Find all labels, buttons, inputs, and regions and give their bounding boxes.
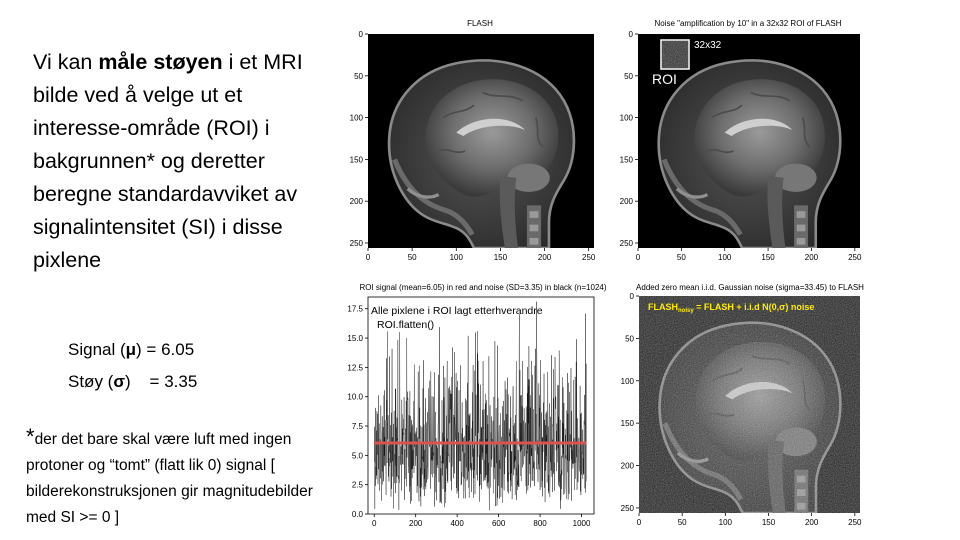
- x-tick-label: 100: [719, 518, 733, 527]
- sigma-symbol: σ: [113, 372, 125, 391]
- chart-annotation-line1: Alle pixlene i ROI lagt etterhverandre: [371, 305, 543, 317]
- signal-stat: Signal (μ) = 6.05: [68, 340, 195, 359]
- noisy-title: Added zero mean i.i.d. Gaussian noise (s…: [636, 283, 864, 292]
- chart-y-tick-label: 7.5: [352, 422, 364, 431]
- roi-size-label: 32x32: [694, 40, 722, 51]
- noisy-annotation: FLASHnoisy = FLASH + i.i.d N(0,σ) noise: [648, 302, 814, 314]
- noisy-overlay: [639, 296, 860, 513]
- x-tick-label: 150: [762, 518, 776, 527]
- x-tick-label: 50: [408, 253, 417, 262]
- y-tick-label: 200: [620, 197, 634, 206]
- y-tick-label: 50: [354, 72, 363, 81]
- chart-x-tick-label: 600: [492, 519, 506, 528]
- intro-prefix: Vi kan: [33, 50, 99, 74]
- chart-x-tick-label: 1000: [573, 519, 591, 528]
- footnote-star: *: [26, 424, 35, 449]
- chart-x-tick-label: 0: [372, 519, 377, 528]
- chart-y-tick-label: 15.0: [347, 334, 363, 343]
- x-tick-label: 50: [678, 518, 687, 527]
- y-tick-label: 150: [621, 419, 635, 428]
- roi-noise-texture: [662, 41, 688, 68]
- x-tick-label: 200: [538, 253, 552, 262]
- roi-panel-title: Noise "amplification by 10" in a 32x32 R…: [654, 19, 841, 28]
- y-tick-label: 200: [350, 197, 364, 206]
- y-tick-label: 150: [350, 155, 364, 164]
- roi-chart-title: ROI signal (mean=6.05) in red and noise …: [359, 283, 606, 292]
- roi-label: ROI: [652, 71, 677, 87]
- y-tick-label: 100: [621, 377, 635, 386]
- noise-trace: [374, 301, 587, 511]
- roi-signal-chart: 0 200 400 600 800 1000 0.0 2.5 5.0 7.5 10.0 12.5 15.…: [347, 296, 595, 528]
- y-tick-label: 250: [621, 504, 635, 513]
- footnote-text: der det bare skal være luft med ingen pr…: [26, 431, 313, 526]
- noise-stat: Støy (σ) = 3.35: [68, 372, 198, 391]
- y-tick-label: 0: [359, 30, 364, 39]
- intro-bold: måle støyen: [98, 50, 223, 74]
- y-tick-label: 150: [620, 155, 634, 164]
- chart-y-tick-label: 12.5: [347, 363, 363, 372]
- x-tick-label: 200: [805, 518, 819, 527]
- chart-y-tick-label: 2.5: [352, 481, 364, 490]
- x-tick-label: 50: [677, 253, 686, 262]
- x-tick-label: 150: [761, 253, 775, 262]
- y-tick-label: 100: [350, 114, 364, 123]
- x-tick-label: 100: [450, 253, 464, 262]
- intro-rest: i et MRI bilde ved å velge ut et interes…: [33, 50, 303, 272]
- flash-title: FLASH: [467, 19, 493, 28]
- y-tick-label: 0: [629, 30, 634, 39]
- mu-symbol: μ: [125, 340, 137, 359]
- x-tick-label: 200: [805, 253, 819, 262]
- x-tick-label: 100: [718, 253, 732, 262]
- footnote: *der det bare skal være luft med ingen p…: [26, 424, 326, 531]
- chart-y-tick-label: 10.0: [347, 393, 363, 402]
- y-tick-label: 0: [630, 292, 635, 301]
- chart-frame: [367, 296, 595, 515]
- noise-series-line: [374, 301, 587, 511]
- y-tick-label: 100: [620, 114, 634, 123]
- x-tick-label: 0: [637, 518, 642, 527]
- x-tick-label: 150: [494, 253, 508, 262]
- chart-x-tick-label: 800: [533, 519, 547, 528]
- x-tick-label: 0: [636, 253, 641, 262]
- y-tick-label: 250: [620, 239, 634, 248]
- intro-paragraph: Vi kan måle støyen i et MRI bilde ved å …: [33, 46, 333, 277]
- x-tick-label: 0: [366, 253, 371, 262]
- noisy-image-panel: FLASHnoisy = FLASH + i.i.d N(0,σ) noise …: [621, 292, 862, 527]
- chart-y-tick-label: 17.5: [347, 305, 363, 314]
- y-tick-label: 200: [621, 462, 635, 471]
- x-tick-label: 250: [582, 253, 596, 262]
- chart-y-tick-label: 5.0: [352, 451, 364, 460]
- y-tick-label: 50: [625, 334, 634, 343]
- chart-annotation-line2: ROI.flatten(): [377, 319, 434, 331]
- chart-x-tick-label: 400: [450, 519, 464, 528]
- y-tick-label: 50: [624, 72, 633, 81]
- chart-y-tick-label: 0.0: [352, 510, 364, 519]
- chart-axes: 0 200 400 600 800 1000 0.0 2.5 5.0 7.5 10.0 12.5 15.…: [347, 305, 591, 528]
- x-tick-label: 250: [848, 518, 862, 527]
- chart-x-tick-label: 200: [409, 519, 423, 528]
- y-tick-label: 250: [350, 239, 364, 248]
- x-tick-label: 250: [848, 253, 862, 262]
